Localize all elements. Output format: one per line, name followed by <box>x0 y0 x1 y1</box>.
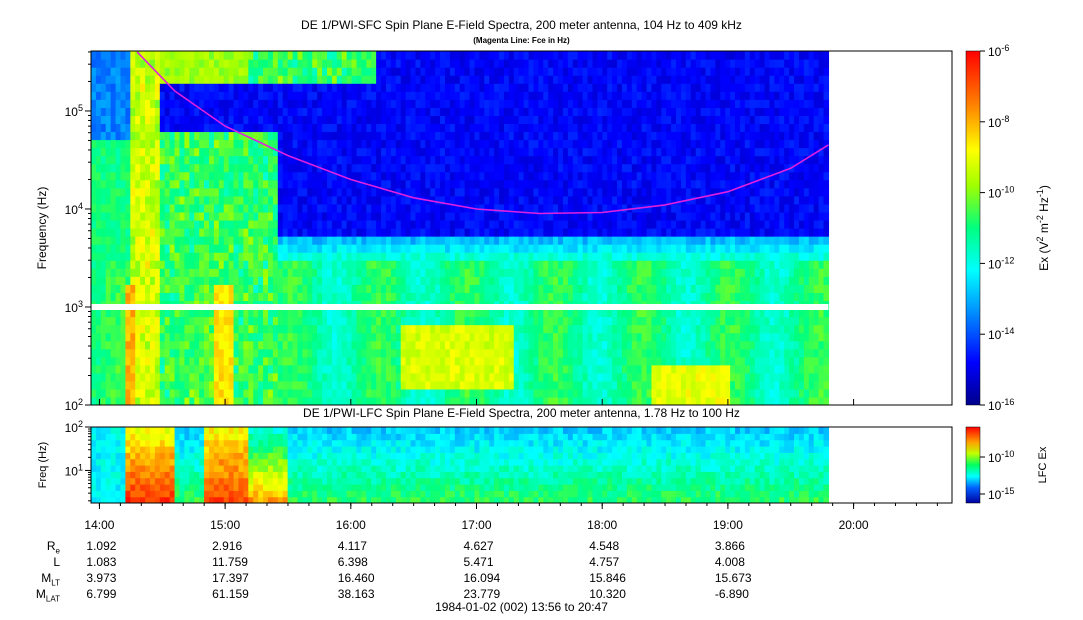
x-tick-label: 17:00 <box>461 518 491 532</box>
ephemeris-value: 4.008 <box>714 555 745 569</box>
x-tick-label: 14:00 <box>84 518 114 532</box>
sfc-y-tick-label: 102 <box>65 397 83 413</box>
sfc-y-axis-label: Frequency (Hz) <box>35 187 49 270</box>
lfc-y-axis-label: Freq (Hz) <box>37 442 49 488</box>
ephemeris-label: L <box>53 555 60 569</box>
ephemeris-value: 23.779 <box>463 587 501 601</box>
lfc-spectrogram <box>91 427 830 503</box>
ephemeris-value: 3.973 <box>86 571 117 585</box>
sfc-plot-frame <box>90 50 953 406</box>
ephemeris-value: 4.548 <box>589 539 620 553</box>
sfc-colorbar-tick-label: 10-14 <box>988 326 1014 342</box>
ephemeris-value: 16.460 <box>337 571 375 585</box>
x-tick-label: 18:00 <box>587 518 617 532</box>
ephemeris-value: 4.117 <box>337 539 367 553</box>
sfc-colorbar <box>965 50 981 406</box>
x-tick-label: 19:00 <box>713 518 743 532</box>
sfc-panel-title: DE 1/PWI-SFC Spin Plane E-Field Spectra,… <box>301 18 742 32</box>
sfc-colorbar-label: Ex (V2 m-2 Hz-1) <box>1035 185 1051 271</box>
fce-line <box>136 51 829 215</box>
lfc-colorbar-tick-label: 10-15 <box>988 486 1014 502</box>
ephemeris-value: 3.866 <box>714 539 745 553</box>
lfc-y-tick-label: 101 <box>65 462 83 478</box>
sfc-colorbar-tick-label: 10-12 <box>988 255 1014 271</box>
sfc-panel-subtitle: (Magenta Line: Fce in Hz) <box>473 36 570 45</box>
ephemeris-value: 15.846 <box>589 571 626 585</box>
lfc-y-tick-label: 102 <box>65 419 83 435</box>
ephemeris-value: 61.159 <box>212 587 249 601</box>
ephemeris-value: 4.627 <box>463 539 494 553</box>
sfc-colorbar-tick-label: 10-8 <box>988 114 1009 130</box>
ephemeris-value: 15.673 <box>714 571 752 585</box>
ephemeris-value: -6.890 <box>714 587 749 601</box>
sfc-spectrogram <box>91 51 830 405</box>
ephemeris-value: 38.163 <box>337 587 375 601</box>
ephemeris-value: 6.799 <box>86 587 117 601</box>
lfc-panel-title: DE 1/PWI-LFC Spin Plane E-Field Spectra,… <box>303 406 740 420</box>
ephemeris-value: 6.398 <box>337 555 368 569</box>
lfc-colorbar-label: LFC Ex <box>1037 446 1049 483</box>
lfc-colorbar-tick-label: 10-10 <box>988 449 1014 465</box>
lfc-plot-frame <box>90 426 953 504</box>
ephemeris-value: 11.759 <box>212 555 248 569</box>
ephemeris-value: 17.397 <box>212 571 249 585</box>
x-tick-label: 16:00 <box>336 518 366 532</box>
ephemeris-value: 1.083 <box>86 555 117 569</box>
lfc-colorbar <box>965 426 981 504</box>
ephemeris-value: 16.094 <box>463 571 501 585</box>
ephemeris-label: MLT <box>41 571 60 588</box>
sfc-y-tick-label: 103 <box>65 299 83 315</box>
time-range-footer: 1984-01-02 (002) 13:56 to 20:47 <box>435 600 608 614</box>
ephemeris-label: Re <box>46 539 60 556</box>
sfc-y-tick-label: 104 <box>65 201 83 217</box>
ephemeris-value: 2.916 <box>212 539 243 553</box>
sfc-colorbar-tick-label: 10-10 <box>988 185 1014 201</box>
ephemeris-value: 10.320 <box>589 587 626 601</box>
ephemeris-label: MLAT <box>35 587 60 604</box>
sfc-colorbar-tick-label: 10-6 <box>988 43 1009 59</box>
x-tick-label: 15:00 <box>210 518 240 532</box>
ephemeris-value: 5.471 <box>463 555 494 569</box>
ephemeris-value: 1.092 <box>86 539 117 553</box>
x-tick-label: 20:00 <box>839 518 869 532</box>
ephemeris-value: 4.757 <box>589 555 620 569</box>
sfc-y-tick-label: 105 <box>65 103 83 119</box>
sfc-colorbar-tick-label: 10-16 <box>988 397 1014 413</box>
